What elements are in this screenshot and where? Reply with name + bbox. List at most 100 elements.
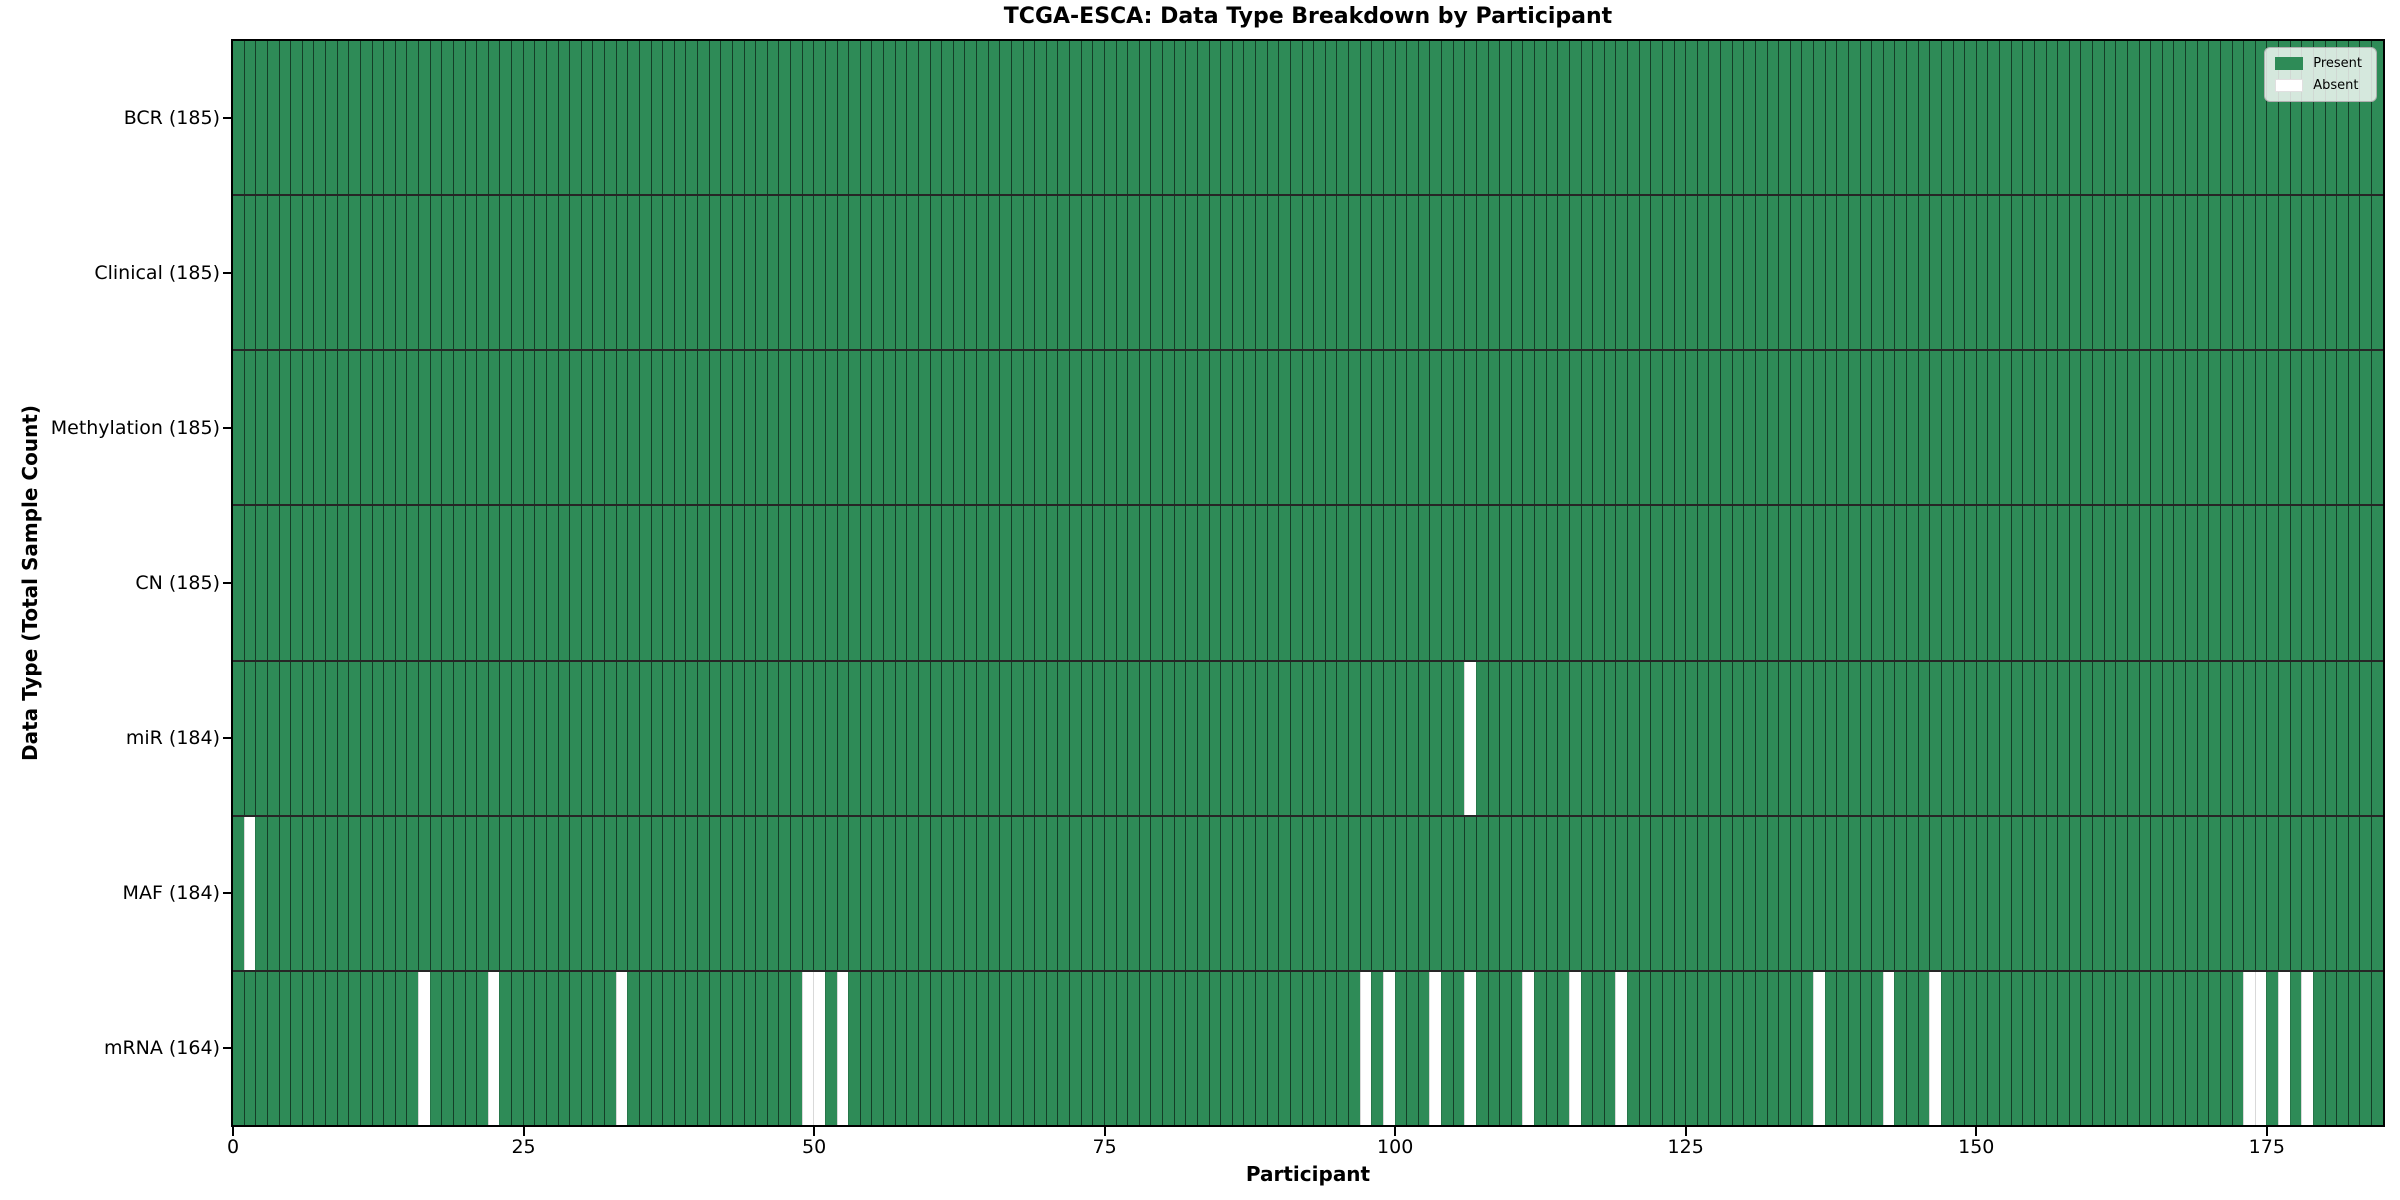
heatmap-cell-present	[301, 41, 314, 195]
heatmap-cell-present	[2347, 506, 2360, 660]
heatmap-cell-absent	[1429, 971, 1441, 1125]
heatmap-cell-present	[1766, 661, 1779, 815]
heatmap-cell-present	[1580, 41, 1593, 195]
heatmap-cell-present	[1801, 351, 1813, 505]
heatmap-cell-present	[243, 41, 256, 195]
heatmap-cell-present	[1592, 506, 1604, 660]
heatmap-cell-absent	[1382, 971, 1395, 1125]
heatmap-cell-present	[1778, 971, 1790, 1125]
heatmap-cell-present	[522, 661, 535, 815]
heatmap-cell-present	[233, 196, 244, 350]
heatmap-cell-present	[790, 816, 802, 970]
heatmap-cell-present	[1499, 816, 1511, 970]
heatmap-cell-present	[2312, 506, 2325, 660]
heatmap-cell-present	[801, 816, 814, 970]
heatmap-cell-present	[1045, 506, 1058, 660]
heatmap-cell-present	[1557, 971, 1569, 1125]
heatmap-cell-present	[1906, 41, 1918, 195]
heatmap-cell-present	[1673, 971, 1686, 1125]
heatmap-cell-present	[1499, 506, 1511, 660]
heatmap-cell-present	[883, 196, 895, 350]
heatmap-cell-present	[522, 351, 535, 505]
heatmap-cell-absent	[813, 971, 825, 1125]
heatmap-cell-present	[1906, 506, 1918, 660]
heatmap-cell-present	[1801, 971, 1813, 1125]
heatmap-cell-present	[1592, 196, 1604, 350]
heatmap-cell-present	[1138, 196, 1151, 350]
heatmap-cell-present	[441, 351, 453, 505]
heatmap-cell-present	[1952, 196, 1965, 350]
heatmap-cell-present	[325, 971, 337, 1125]
heatmap-cell-present	[2185, 506, 2197, 660]
heatmap-cell-present	[255, 661, 267, 815]
heatmap-cell-present	[1301, 661, 1314, 815]
heatmap-cell-present	[1022, 971, 1035, 1125]
heatmap-cell-present	[906, 196, 918, 350]
heatmap-cell-present	[1731, 816, 1744, 970]
heatmap-cell-present	[952, 816, 965, 970]
heatmap-cell-present	[1057, 971, 1069, 1125]
heatmap-cell-present	[243, 661, 256, 815]
heatmap-cell-present	[1475, 41, 1488, 195]
heatmap-cell-present	[929, 661, 942, 815]
heatmap-cell-present	[233, 351, 244, 505]
heatmap-cell-present	[976, 351, 988, 505]
heatmap-cell-present	[2208, 196, 2220, 350]
heatmap-cell-present	[1789, 816, 1802, 970]
heatmap-cell-present	[1010, 506, 1023, 660]
heatmap-cell-present	[1999, 506, 2011, 660]
heatmap-cell-present	[243, 351, 256, 505]
heatmap-cell-present	[1289, 351, 1302, 505]
heatmap-cell-present	[569, 41, 581, 195]
heatmap-cell-present	[906, 506, 918, 660]
heatmap-cell-present	[1568, 506, 1581, 660]
heatmap-cell-present	[1103, 816, 1116, 970]
heatmap-cell-present	[1022, 41, 1035, 195]
heatmap-cell-present	[1615, 506, 1627, 660]
heatmap-cell-present	[429, 506, 442, 660]
y-tick-label-bcr: BCR (185)	[123, 107, 220, 130]
heatmap-cell-present	[1371, 41, 1383, 195]
heatmap-cell-present	[2150, 506, 2162, 660]
heatmap-cell-present	[1220, 41, 1232, 195]
heatmap-cell-present	[1441, 971, 1453, 1125]
heatmap-cell-present	[1324, 41, 1337, 195]
heatmap-cell-present	[1975, 41, 1988, 195]
heatmap-cell-present	[487, 351, 500, 505]
heatmap-cell-present	[1894, 351, 1906, 505]
heatmap-cell-present	[1522, 351, 1534, 505]
heatmap-cell-present	[1406, 816, 1418, 970]
heatmap-cell-present	[336, 506, 349, 660]
heatmap-cell-present	[2173, 351, 2185, 505]
heatmap-cell-present	[1278, 41, 1290, 195]
heatmap-cell-present	[1441, 196, 1453, 350]
heatmap-cell-present	[348, 196, 360, 350]
heatmap-cell-present	[1859, 196, 1872, 350]
heatmap-cell-present	[743, 971, 756, 1125]
heatmap-cell-present	[2126, 661, 2139, 815]
heatmap-cell-present	[1708, 196, 1720, 350]
heatmap-cell-present	[1836, 351, 1848, 505]
heatmap-cell-present	[511, 971, 523, 1125]
heatmap-cell-present	[1069, 971, 1081, 1125]
y-tick-label-mir: miR (184)	[125, 726, 220, 749]
heatmap-cell-present	[2161, 816, 2174, 970]
heatmap-cell-present	[1243, 351, 1255, 505]
x-axis-label: Participant	[1245, 1162, 1371, 1186]
heatmap-cell-present	[359, 816, 372, 970]
heatmap-cell-present	[731, 196, 744, 350]
heatmap-cell-present	[1371, 661, 1383, 815]
heatmap-cell-present	[1987, 351, 1999, 505]
heatmap-cell-present	[2359, 661, 2371, 815]
heatmap-cell-present	[1801, 661, 1813, 815]
heatmap-cell-present	[2138, 661, 2151, 815]
heatmap	[233, 41, 2383, 1125]
heatmap-cell-present	[2324, 351, 2337, 505]
heatmap-cell-present	[1545, 661, 1558, 815]
heatmap-cell-present	[1289, 41, 1302, 195]
heatmap-cell-present	[557, 351, 570, 505]
heatmap-cell-present	[1940, 41, 1953, 195]
heatmap-cell-present	[243, 971, 256, 1125]
heatmap-cell-present	[929, 351, 942, 505]
heatmap-cell-present	[1115, 971, 1128, 1125]
